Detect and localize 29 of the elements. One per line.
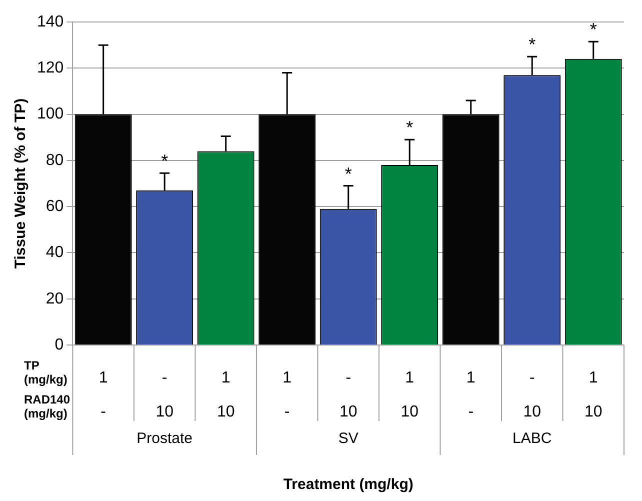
x-tick-label: 1 10 (584, 369, 602, 420)
x-tick-label: 1 - (98, 369, 108, 420)
data-label: * (344, 164, 352, 184)
data-label: * (590, 20, 597, 40)
text: RAD140 (mg/kg) (24, 392, 70, 420)
text: TP (mg/kg) (24, 358, 68, 386)
y-tick-label: 60 (46, 198, 64, 215)
data-label: * (161, 151, 168, 172)
text: SV (338, 430, 358, 448)
y-tick-label: 140 (36, 13, 64, 30)
y-tick-label: 100 (36, 106, 64, 123)
x-tick-label: - 10 (339, 369, 358, 420)
y-tick-label: 0 (54, 336, 64, 354)
x-tick-label: - 10 (156, 369, 174, 420)
y-tick-label: 120 (36, 60, 64, 77)
text: LABC (512, 430, 552, 448)
data-label: * (406, 118, 414, 138)
data-label: * (528, 34, 536, 55)
text: Prostate (136, 430, 193, 448)
x-tick-label: 1 - (466, 369, 476, 420)
x-tick-label: 1 10 (400, 369, 419, 420)
x-tick-label: 1 10 (216, 369, 235, 420)
y-tick-label: 20 (46, 290, 64, 308)
y-tick-label: 40 (46, 244, 64, 262)
x-axis-title: Treatment (mg/kg) (283, 476, 414, 494)
y-tick-label: 80 (46, 152, 64, 169)
x-tick-label: 1 - (282, 369, 292, 420)
y-axis-title: Tissue Weight (% of TP) (12, 98, 30, 269)
x-tick-label: - 10 (523, 369, 542, 420)
